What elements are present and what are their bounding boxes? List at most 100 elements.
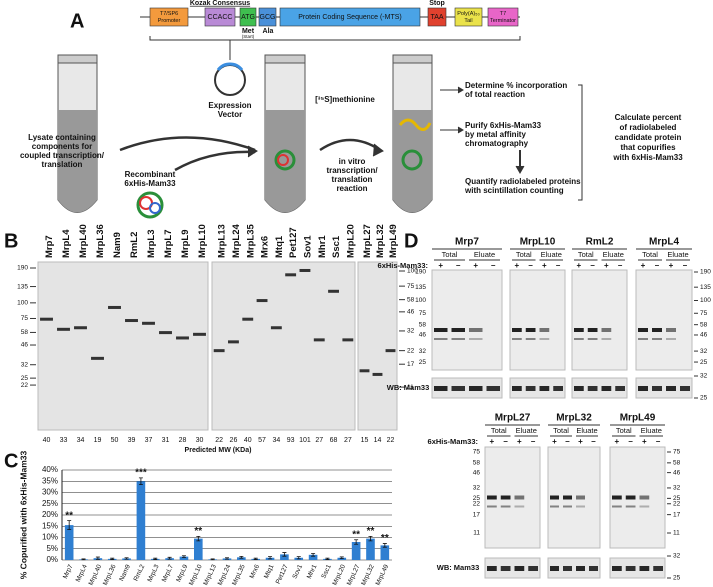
- marker-label: 32: [419, 348, 427, 355]
- marker-label: 32: [407, 328, 415, 335]
- label: Eluate: [667, 250, 688, 259]
- y-axis-title: % Copurified with 6xHis-Mam33: [18, 450, 28, 579]
- marker-label: 58: [473, 460, 481, 467]
- label: Total: [553, 426, 569, 435]
- wb-band: [653, 566, 663, 571]
- band: [299, 268, 311, 272]
- construct-box: [258, 7, 277, 27]
- label: Terminator: [490, 18, 516, 24]
- label: of radiolabeled: [620, 123, 677, 132]
- bar: [366, 538, 375, 560]
- label: –: [503, 437, 508, 446]
- mw-label: 22: [215, 437, 223, 444]
- marker-label: 32: [700, 373, 708, 380]
- marker-label: 46: [407, 309, 415, 316]
- bar: [179, 556, 189, 560]
- significance: **: [194, 526, 202, 537]
- marker-label: 58: [419, 321, 427, 328]
- bar: [308, 554, 318, 560]
- error-bar: [81, 558, 86, 561]
- marker-label: 11: [673, 530, 680, 537]
- y-tick-label: 5%: [46, 544, 58, 553]
- label: Predicted MW (KDa): [185, 447, 252, 454]
- gel: [37, 261, 209, 431]
- lane-label: MrpL4: [61, 229, 72, 258]
- x-tick-label: MrpL4: [75, 563, 89, 583]
- wb-band: [451, 386, 465, 391]
- band: [639, 505, 650, 508]
- blot: [509, 269, 566, 371]
- marker-label: 190: [415, 269, 426, 276]
- label: –: [618, 261, 623, 270]
- significance: **: [367, 526, 375, 537]
- construct-box: [279, 7, 421, 27]
- band: [563, 495, 572, 500]
- marker-label: 75: [473, 449, 481, 456]
- label: +: [517, 437, 522, 446]
- label: Calculate percent: [615, 113, 682, 122]
- band: [91, 356, 104, 360]
- label: –: [456, 261, 461, 270]
- wb-strip: [609, 557, 666, 579]
- mw-label: 27: [315, 437, 323, 444]
- error-bar: [196, 535, 201, 542]
- marker-label: 17: [673, 511, 681, 518]
- wb-band: [500, 566, 511, 571]
- x-tick-label: MrpL32: [360, 563, 376, 586]
- marker-label: 100: [415, 297, 426, 304]
- label: Stop: [429, 0, 445, 7]
- band: [40, 317, 53, 321]
- x-tick-label: MrpL36: [102, 563, 118, 586]
- label: coupled transcription/: [20, 151, 105, 160]
- mw-label: 28: [179, 437, 187, 444]
- label: +: [438, 261, 443, 270]
- error-bar: [282, 552, 287, 557]
- error-bar: [167, 556, 172, 560]
- wb-band: [680, 386, 690, 391]
- lane-label: MrpL24: [231, 224, 242, 259]
- band: [159, 331, 172, 335]
- band: [525, 328, 536, 332]
- lane-label: MrpL49: [388, 224, 399, 258]
- marker-label: 190: [700, 269, 711, 276]
- error-bar: [268, 556, 273, 560]
- mw-label: 57: [258, 437, 266, 444]
- mw-label: 50: [111, 437, 119, 444]
- mw-label: 101: [299, 437, 311, 444]
- wb-band: [576, 566, 585, 571]
- bar: [380, 545, 390, 560]
- wb-strip: [431, 377, 503, 399]
- mw-label: 19: [94, 437, 102, 444]
- label: –: [655, 261, 660, 270]
- label: Recombinant: [125, 170, 176, 179]
- band: [385, 349, 396, 353]
- marker-label: 25: [700, 395, 708, 402]
- band: [451, 338, 465, 340]
- band: [638, 328, 648, 332]
- construct-box: [427, 7, 447, 27]
- label: reaction: [336, 184, 367, 193]
- band: [539, 328, 550, 332]
- marker-label: 58: [673, 460, 681, 467]
- mw-label: 34: [272, 437, 280, 444]
- band: [342, 338, 354, 342]
- band: [550, 495, 559, 500]
- x-tick-label: MrpL3: [146, 563, 160, 583]
- label: with 6xHis-Mam33: [612, 153, 683, 162]
- label: Total: [491, 426, 507, 435]
- label: CCACC: [208, 14, 233, 21]
- label: –: [628, 437, 633, 446]
- lane-label: MrpL27: [362, 224, 373, 258]
- y-tick-label: 0%: [46, 555, 58, 564]
- construct-box: [239, 7, 257, 27]
- band: [500, 495, 511, 500]
- label: Total: [516, 250, 532, 259]
- lane-label: Mrx6: [260, 236, 271, 258]
- label: Eluate: [516, 426, 537, 435]
- band: [574, 328, 584, 332]
- band: [514, 505, 525, 508]
- band: [666, 338, 676, 340]
- band: [601, 338, 612, 340]
- mw-label: 31: [162, 437, 170, 444]
